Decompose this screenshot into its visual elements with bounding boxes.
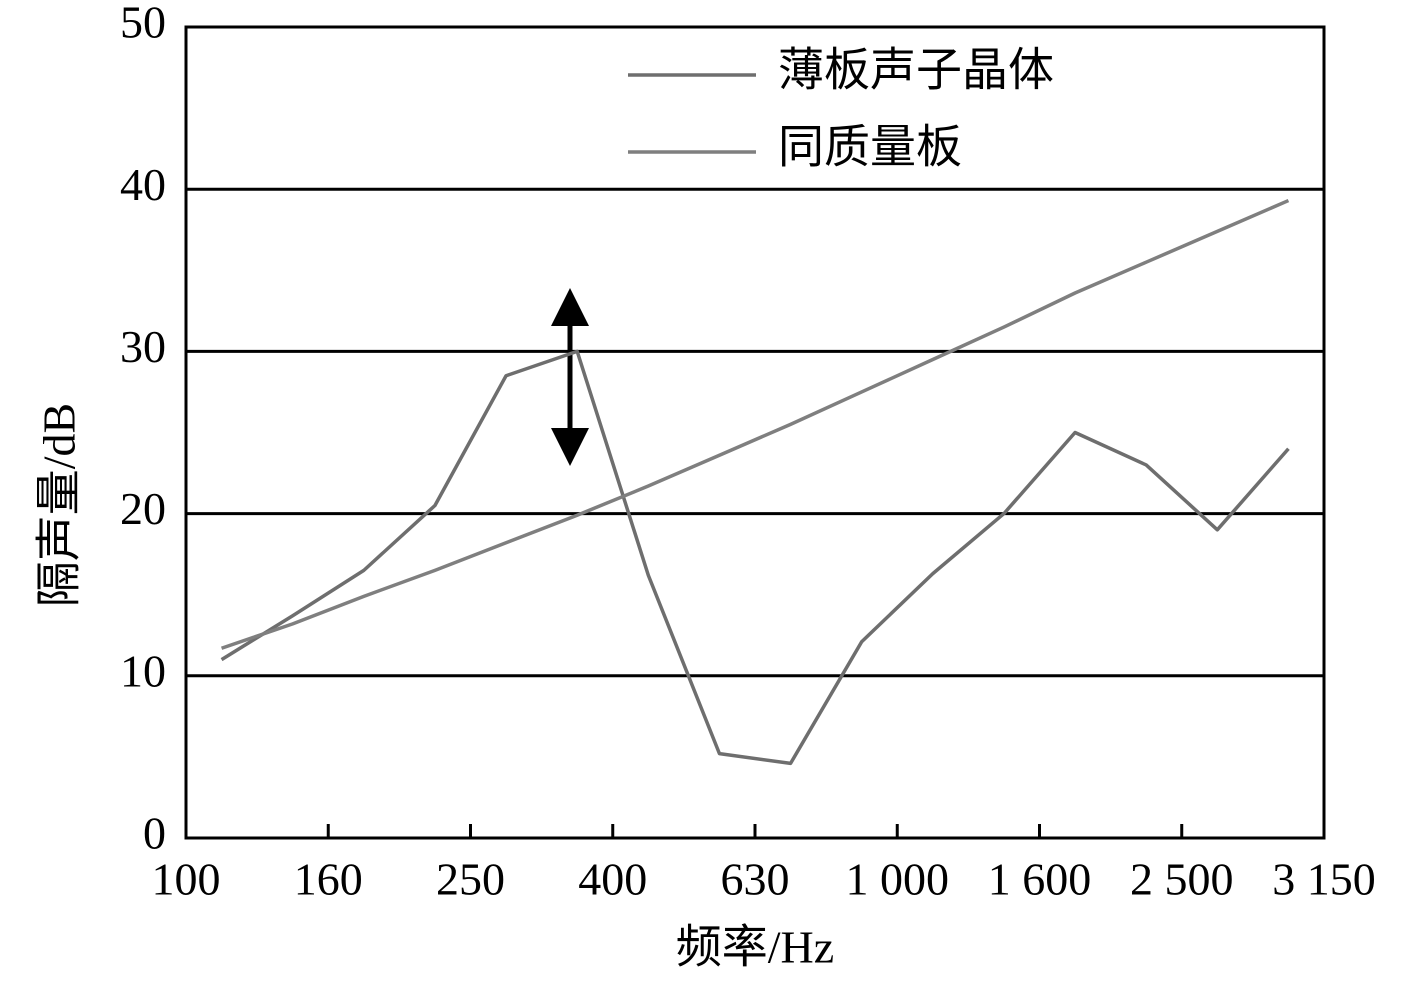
legend-label: 薄板声子晶体 — [778, 45, 1054, 96]
x-tick-label: 1 000 — [846, 854, 950, 905]
x-tick-label: 250 — [436, 854, 505, 905]
x-tick-label: 400 — [578, 854, 647, 905]
y-tick-label: 30 — [120, 321, 166, 372]
x-tick-label: 160 — [294, 854, 363, 905]
x-axis-label: 频率/Hz — [676, 922, 834, 973]
x-tick-label: 630 — [721, 854, 790, 905]
y-tick-label: 10 — [120, 645, 166, 696]
y-tick-label: 0 — [143, 808, 166, 859]
double-arrow — [551, 288, 589, 466]
x-tick-label: 3 150 — [1272, 854, 1376, 905]
x-tick-label: 1 600 — [988, 854, 1092, 905]
x-tick-label: 2 500 — [1130, 854, 1234, 905]
y-tick-label: 40 — [120, 159, 166, 210]
y-axis-label: 隔声量/dB — [34, 403, 85, 607]
legend-label: 同质量板 — [778, 122, 962, 173]
data-line — [220, 198, 1290, 650]
x-tick-label: 100 — [152, 854, 221, 905]
y-tick-label: 50 — [120, 0, 166, 48]
data-line — [220, 349, 1290, 766]
y-tick-label: 20 — [120, 483, 166, 534]
